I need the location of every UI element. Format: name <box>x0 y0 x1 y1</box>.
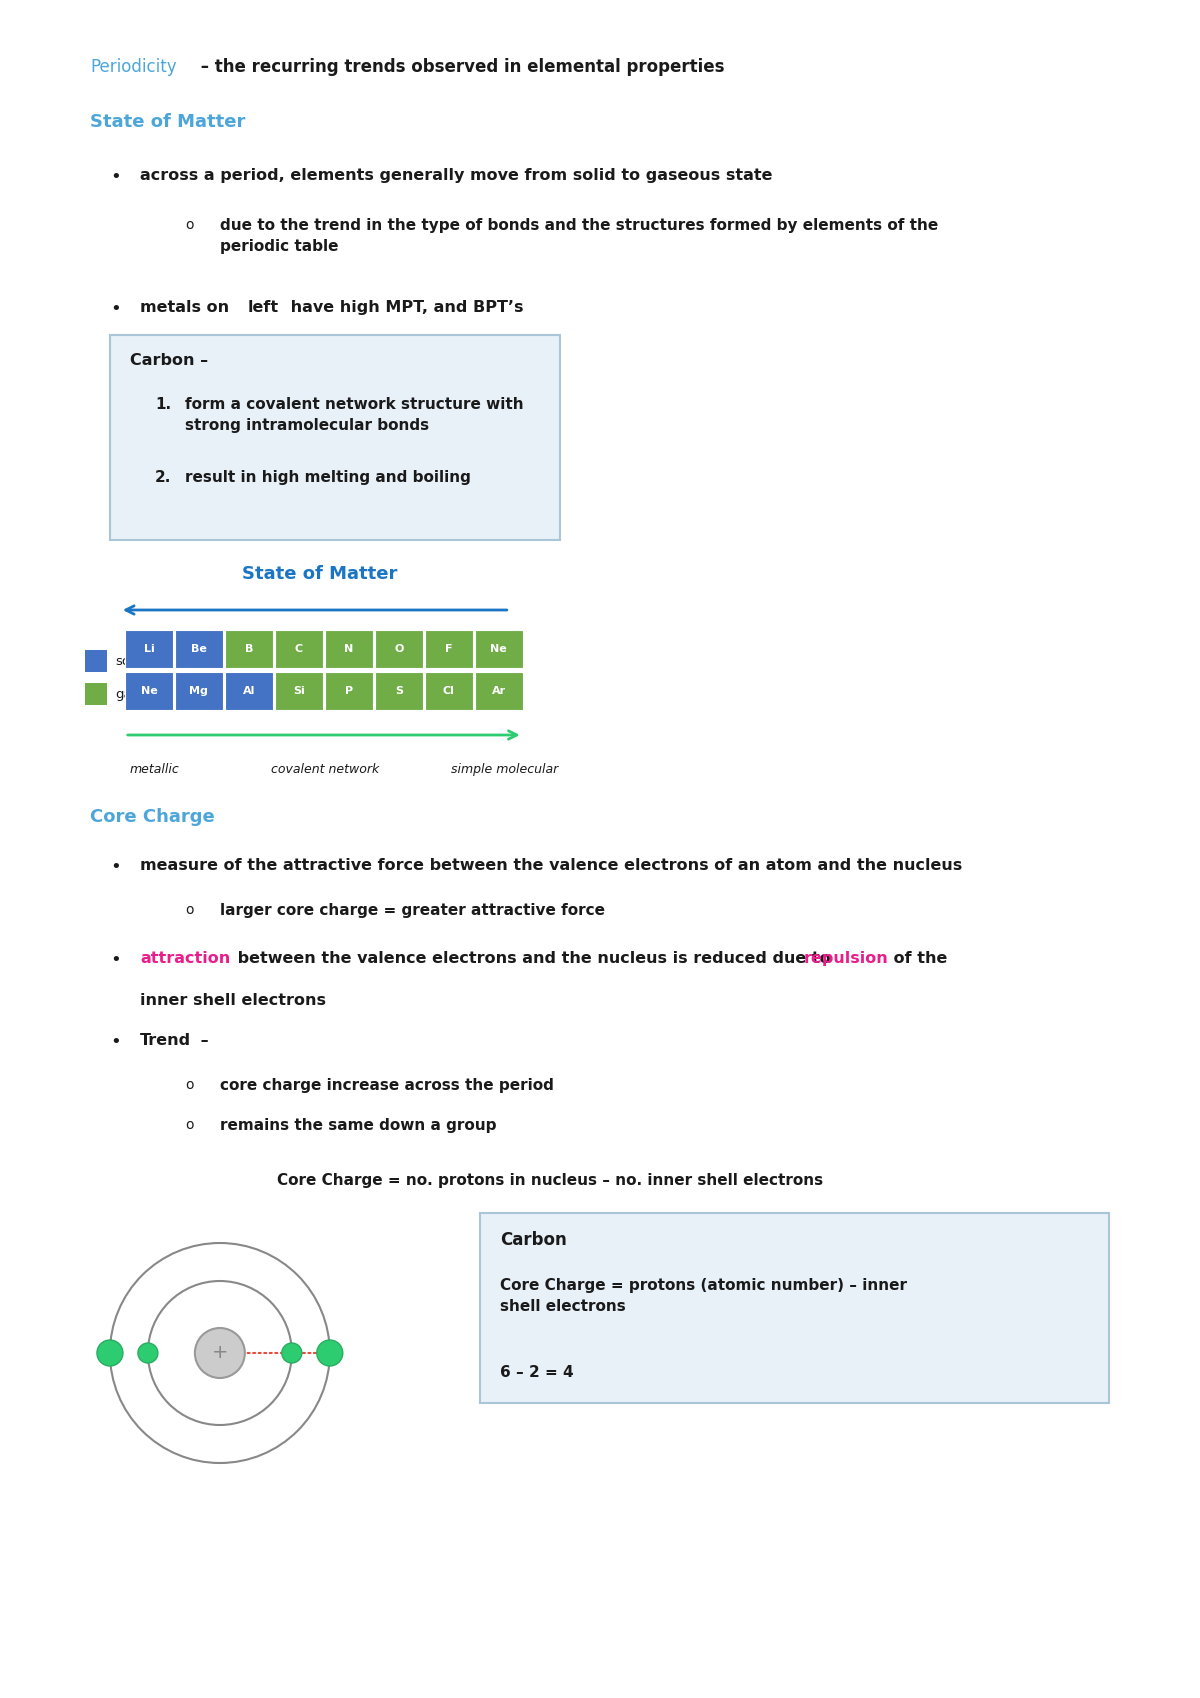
Bar <box>425 672 473 710</box>
Text: larger core charge = greater attractive force: larger core charge = greater attractive … <box>220 903 605 919</box>
Bar <box>374 630 422 667</box>
Text: – the recurring trends observed in elemental properties: – the recurring trends observed in eleme… <box>194 58 725 76</box>
Text: result in high melting and boiling: result in high melting and boiling <box>185 470 470 486</box>
Circle shape <box>138 1343 158 1363</box>
Bar <box>275 672 323 710</box>
Text: left: left <box>248 301 278 316</box>
Text: form a covalent network structure with
strong intramolecular bonds: form a covalent network structure with s… <box>185 397 523 433</box>
Bar <box>125 672 173 710</box>
Text: Core Charge = no. protons in nucleus – no. inner shell electrons: Core Charge = no. protons in nucleus – n… <box>276 1173 823 1189</box>
Text: P: P <box>344 686 353 696</box>
Text: Be: Be <box>191 644 206 654</box>
Bar <box>224 672 272 710</box>
Circle shape <box>194 1328 245 1379</box>
Text: have high MPT, and BPT’s: have high MPT, and BPT’s <box>284 301 523 316</box>
Text: 6 – 2 = 4: 6 – 2 = 4 <box>499 1365 574 1380</box>
Text: Li: Li <box>144 644 155 654</box>
Text: O: O <box>394 644 403 654</box>
Text: metallic: metallic <box>130 762 180 776</box>
Text: •: • <box>110 951 121 970</box>
Text: o: o <box>185 903 193 917</box>
Bar <box>425 630 473 667</box>
Text: Mg: Mg <box>190 686 209 696</box>
Text: Al: Al <box>242 686 256 696</box>
Text: B: B <box>245 644 253 654</box>
Text: Core Charge = protons (atomic number) – inner
shell electrons: Core Charge = protons (atomic number) – … <box>499 1279 907 1314</box>
Text: o: o <box>185 1078 193 1092</box>
Text: repulsion: repulsion <box>804 951 888 966</box>
Text: Carbon: Carbon <box>499 1231 566 1250</box>
Bar <box>475 630 523 667</box>
Bar <box>325 672 373 710</box>
Text: o: o <box>185 217 193 233</box>
Text: Ne: Ne <box>140 686 157 696</box>
Text: •: • <box>110 857 121 876</box>
FancyBboxPatch shape <box>480 1212 1109 1403</box>
Circle shape <box>97 1340 122 1365</box>
Text: solid: solid <box>115 654 146 667</box>
Text: attraction: attraction <box>140 951 230 966</box>
Text: C: C <box>295 644 302 654</box>
Text: Cl: Cl <box>443 686 455 696</box>
Text: •: • <box>110 301 121 318</box>
Bar <box>224 630 272 667</box>
Text: Trend: Trend <box>140 1032 191 1048</box>
Bar <box>175 630 223 667</box>
Text: covalent network: covalent network <box>271 762 379 776</box>
Text: 1.: 1. <box>155 397 172 413</box>
Text: measure of the attractive force between the valence electrons of an atom and the: measure of the attractive force between … <box>140 857 962 873</box>
Text: o: o <box>185 1117 193 1133</box>
Text: across a period, elements generally move from solid to gaseous state: across a period, elements generally move… <box>140 168 773 183</box>
Text: gas: gas <box>115 688 138 701</box>
Bar <box>175 672 223 710</box>
Bar <box>325 630 373 667</box>
Text: Carbon –: Carbon – <box>130 353 208 368</box>
Text: inner shell electrons: inner shell electrons <box>140 993 326 1009</box>
Text: remains the same down a group: remains the same down a group <box>220 1117 497 1133</box>
Circle shape <box>282 1343 302 1363</box>
Bar <box>85 683 107 705</box>
Text: Ar: Ar <box>492 686 505 696</box>
Text: State of Matter: State of Matter <box>242 565 397 582</box>
Text: S: S <box>395 686 403 696</box>
Text: metals on: metals on <box>140 301 235 316</box>
FancyBboxPatch shape <box>110 335 559 540</box>
Text: between the valence electrons and the nucleus is reduced due to: between the valence electrons and the nu… <box>232 951 836 966</box>
Circle shape <box>317 1340 343 1365</box>
Bar <box>85 650 107 672</box>
Text: core charge increase across the period: core charge increase across the period <box>220 1078 553 1094</box>
Text: simple molecular: simple molecular <box>451 762 558 776</box>
Text: Periodicity: Periodicity <box>90 58 176 76</box>
Text: •: • <box>110 1032 121 1051</box>
Bar <box>374 672 422 710</box>
Text: due to the trend in the type of bonds and the structures formed by elements of t: due to the trend in the type of bonds an… <box>220 217 938 255</box>
Text: Si: Si <box>293 686 305 696</box>
Text: F: F <box>445 644 452 654</box>
Text: •: • <box>110 168 121 187</box>
Text: N: N <box>344 644 354 654</box>
Bar <box>125 630 173 667</box>
Text: +: + <box>211 1343 228 1362</box>
Text: Core Charge: Core Charge <box>90 808 215 825</box>
Text: 2.: 2. <box>155 470 172 486</box>
Text: State of Matter: State of Matter <box>90 114 245 131</box>
Text: of the: of the <box>888 951 948 966</box>
Bar <box>275 630 323 667</box>
Bar <box>475 672 523 710</box>
Text: –: – <box>194 1032 209 1048</box>
Text: Ne: Ne <box>491 644 508 654</box>
